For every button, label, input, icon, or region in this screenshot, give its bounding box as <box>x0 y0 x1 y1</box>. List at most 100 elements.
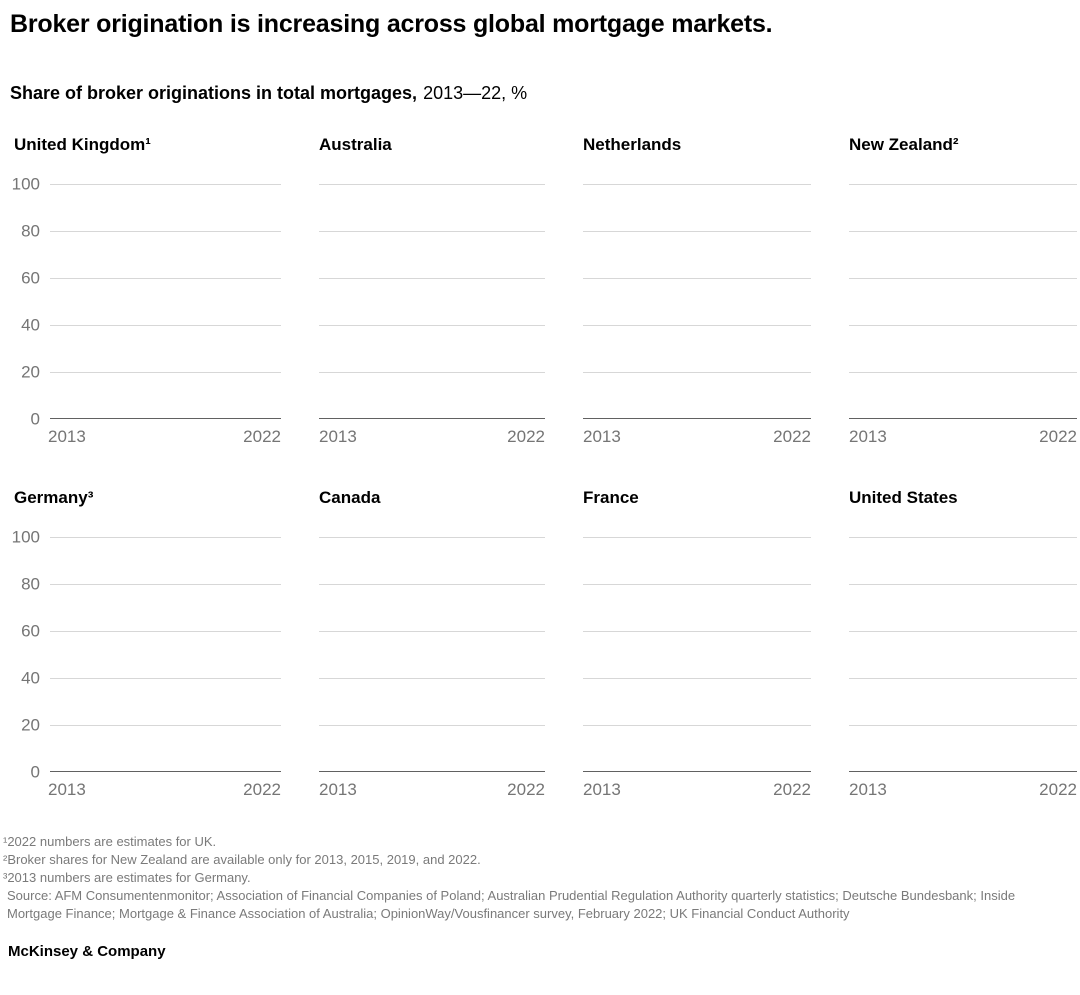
x-tick-label-end: 2022 <box>243 780 281 799</box>
gridline <box>319 231 545 232</box>
x-tick-label-start: 2013 <box>319 780 357 799</box>
x-tick-label-end: 2022 <box>773 780 811 799</box>
panel-netherlands: Netherlands 2013 2022 <box>583 133 811 448</box>
panel-plot-area: 2013 2022 <box>319 537 545 801</box>
panel-new-zealand: New Zealand² 2013 2022 <box>849 133 1077 448</box>
gridline <box>319 372 545 373</box>
y-tick-label: 100 <box>11 527 40 547</box>
x-axis-line <box>583 771 811 772</box>
gridline <box>319 325 545 326</box>
gridline <box>319 278 545 279</box>
gridline <box>50 631 281 632</box>
x-axis-line <box>50 771 281 772</box>
chart-subtitle-detail: 2013—22, % <box>423 83 528 103</box>
gridline <box>849 278 1077 279</box>
y-tick-label: 0 <box>30 762 40 782</box>
gridline <box>583 325 811 326</box>
panel-france: France 2013 2022 <box>583 486 811 801</box>
panel-title: United States <box>849 488 958 507</box>
gridline <box>583 584 811 585</box>
gridline <box>849 678 1077 679</box>
footnote-3: ³2013 numbers are estimates for Germany. <box>3 870 251 885</box>
gridline <box>319 678 545 679</box>
gridline <box>319 584 545 585</box>
footnote-1: ¹2022 numbers are estimates for UK. <box>3 834 217 849</box>
panel-united-kingdom: United Kingdom¹ 100 80 60 40 20 0 2013 2… <box>12 133 281 448</box>
x-tick-label-start: 2013 <box>583 427 621 446</box>
x-axis-line <box>583 418 811 419</box>
x-axis-labels: 2013 2022 <box>319 426 545 448</box>
plot-united-states <box>849 537 1077 772</box>
plot-netherlands <box>583 184 811 419</box>
gridline <box>319 725 545 726</box>
panel-plot-area: 2013 2022 <box>583 537 811 801</box>
panel-plot-area: 2013 2022 <box>319 184 545 448</box>
x-tick-label-end: 2022 <box>773 427 811 446</box>
gridline <box>50 678 281 679</box>
plot-germany: 100 80 60 40 20 0 <box>12 529 281 781</box>
x-tick-label-end: 2022 <box>507 427 545 446</box>
x-tick-label-start: 2013 <box>48 780 86 799</box>
gridline <box>849 584 1077 585</box>
panel-germany: Germany³ 100 80 60 40 20 0 2013 2022 <box>12 486 281 801</box>
x-axis-line <box>849 771 1077 772</box>
x-axis-labels: 2013 2022 <box>48 426 281 448</box>
x-tick-label-end: 2022 <box>507 780 545 799</box>
panel-plot-area: 100 80 60 40 20 0 2013 2022 <box>12 176 281 448</box>
gridline <box>849 372 1077 373</box>
gridline <box>583 231 811 232</box>
mckinsey-wordmark: McKinsey & Company <box>8 943 166 960</box>
gridline <box>849 184 1077 185</box>
x-axis-labels: 2013 2022 <box>849 426 1077 448</box>
x-axis-labels: 2013 2022 <box>48 779 281 801</box>
gridline <box>849 231 1077 232</box>
panel-title: United Kingdom¹ <box>14 135 151 154</box>
chart-subtitle: Share of broker originations in total mo… <box>10 81 1080 105</box>
panel-plot-area: 2013 2022 <box>583 184 811 448</box>
x-tick-label-start: 2013 <box>849 780 887 799</box>
plot-australia <box>319 184 545 419</box>
x-tick-label-start: 2013 <box>48 427 86 446</box>
gridline <box>583 631 811 632</box>
panel-plot-area: 2013 2022 <box>849 184 1077 448</box>
x-tick-label-end: 2022 <box>1039 427 1077 446</box>
x-tick-label-end: 2022 <box>243 427 281 446</box>
x-axis-labels: 2013 2022 <box>583 779 811 801</box>
panel-title: Canada <box>319 488 381 507</box>
gridline <box>50 325 281 326</box>
gridline <box>50 584 281 585</box>
gridline <box>583 537 811 538</box>
x-axis-labels: 2013 2022 <box>583 426 811 448</box>
chart-subtitle-bold: Share of broker originations in total mo… <box>10 83 418 103</box>
gridline <box>319 184 545 185</box>
gridline <box>50 537 281 538</box>
gridline <box>319 537 545 538</box>
panel-united-states: United States 2013 2022 <box>849 486 1077 801</box>
y-tick-label: 60 <box>21 268 40 288</box>
panel-plot-area: 2013 2022 <box>849 537 1077 801</box>
footnote-2: ²Broker shares for New Zealand are avail… <box>3 852 481 867</box>
source-line: Source: AFM Consumentenmonitor; Associat… <box>7 888 1016 921</box>
panel-title: France <box>583 488 639 507</box>
plot-united-kingdom: 100 80 60 40 20 0 <box>12 176 281 428</box>
plot-canada <box>319 537 545 772</box>
panel-title: Germany³ <box>14 488 94 507</box>
y-tick-label: 20 <box>21 715 40 735</box>
footnotes: ¹2022 numbers are estimates for UK. ²Bro… <box>3 833 1061 923</box>
x-axis-line <box>849 418 1077 419</box>
y-tick-label: 40 <box>21 668 40 688</box>
x-tick-label-end: 2022 <box>1039 780 1077 799</box>
gridline <box>319 631 545 632</box>
x-axis-labels: 2013 2022 <box>849 779 1077 801</box>
gridline <box>583 278 811 279</box>
x-tick-label-start: 2013 <box>583 780 621 799</box>
gridline <box>50 184 281 185</box>
y-tick-label: 100 <box>11 174 40 194</box>
panel-title: Netherlands <box>583 135 682 154</box>
panel-title: Australia <box>319 135 392 154</box>
x-axis-labels: 2013 2022 <box>319 779 545 801</box>
gridline <box>849 537 1077 538</box>
y-tick-label: 20 <box>21 362 40 382</box>
panel-australia: Australia 2013 2022 <box>319 133 545 448</box>
gridline <box>583 725 811 726</box>
